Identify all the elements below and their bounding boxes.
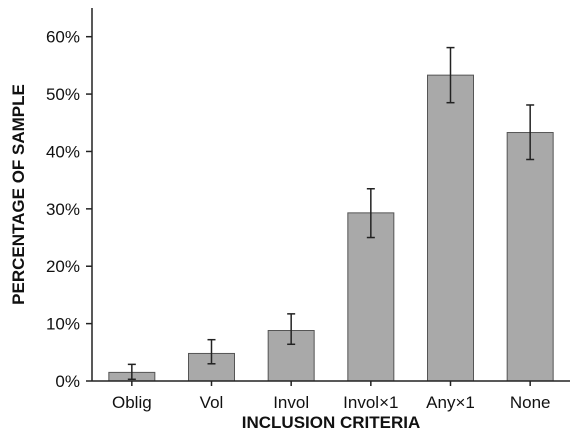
y-tick-label: 30%: [46, 200, 80, 219]
axes-layer: [91, 8, 570, 382]
x-ticks-layer: Oblig Vol Invol Invol×1 Any×1 None: [112, 381, 550, 412]
x-tick-label: Oblig: [112, 393, 152, 412]
x-tick-label: Any×1: [426, 393, 475, 412]
y-tick-label: 60%: [46, 28, 80, 47]
x-tick-label: Vol: [200, 393, 224, 412]
y-tick-label: 0%: [55, 372, 80, 391]
error-bars-layer: [127, 46, 535, 381]
bar-4: [427, 74, 474, 382]
x-tick-label: None: [510, 393, 551, 412]
y-axis-title: PERCENTAGE OF SAMPLE: [9, 84, 28, 305]
bars-layer: [108, 74, 554, 382]
bar-3: [347, 212, 395, 382]
x-tick-label: Invol: [273, 393, 309, 412]
y-tick-label: 50%: [46, 85, 80, 104]
y-ticks-layer: 0% 10% 20% 30% 40% 50% 60%: [46, 28, 92, 391]
x-tick-label: Invol×1: [343, 393, 398, 412]
x-axis-title: INCLUSION CRITERIA: [242, 413, 421, 432]
y-tick-label: 10%: [46, 315, 80, 334]
y-tick-label: 20%: [46, 257, 80, 276]
y-tick-label: 40%: [46, 142, 80, 161]
bar-5: [506, 132, 554, 382]
